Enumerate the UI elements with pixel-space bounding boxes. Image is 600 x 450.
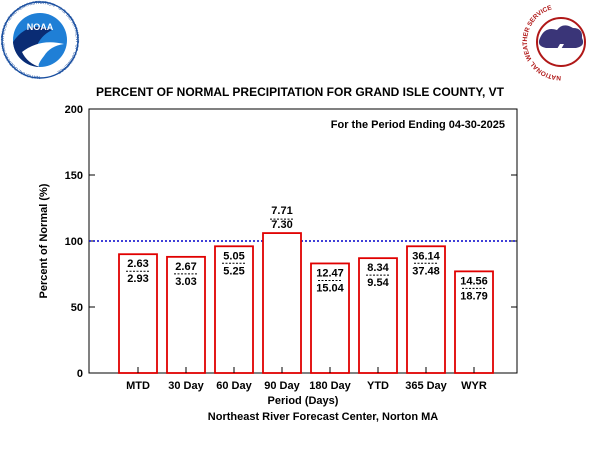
observed-label: 8.34 xyxy=(367,262,389,274)
bar xyxy=(310,262,350,374)
footer-credit: Northeast River Forecast Center, Norton … xyxy=(208,411,438,423)
x-tick-label: 30 Day xyxy=(168,380,204,392)
observed-label: 2.63 xyxy=(127,258,148,270)
nws-logo: NATIONAL WEATHER SERVICE xyxy=(522,4,599,81)
bar xyxy=(118,253,158,374)
x-tick-label: MTD xyxy=(126,380,150,392)
observed-label: 2.67 xyxy=(175,261,196,273)
y-tick-label: 50 xyxy=(71,302,83,314)
y-tick-label: 200 xyxy=(65,104,83,116)
chart-title: PERCENT OF NORMAL PRECIPITATION FOR GRAN… xyxy=(96,85,505,99)
normal-label: 9.54 xyxy=(367,277,389,289)
x-axis-label: Period (Days) xyxy=(268,395,339,407)
observed-label: 7.71 xyxy=(271,205,292,217)
chart-subtitle: For the Period Ending 04-30-2025 xyxy=(331,119,505,131)
x-tick-label: WYR xyxy=(461,380,487,392)
x-tick-label: 90 Day xyxy=(264,380,300,392)
observed-label: 5.05 xyxy=(223,250,244,262)
observed-label: 14.56 xyxy=(460,275,488,287)
y-axis-label: Percent of Normal (%) xyxy=(38,183,50,298)
x-tick-label: 180 Day xyxy=(309,380,351,392)
bar xyxy=(166,255,206,374)
bar xyxy=(262,232,302,374)
normal-label: 5.25 xyxy=(223,265,244,277)
normal-label: 2.93 xyxy=(127,273,148,285)
bar xyxy=(406,245,446,374)
y-tick-label: 0 xyxy=(77,368,83,380)
svg-text:NOAA: NOAA xyxy=(27,22,54,32)
x-tick-label: 60 Day xyxy=(216,380,252,392)
noaa-logo: NATIONAL OCEANIC AND ATMOSPHERIC ADMINIS… xyxy=(0,0,80,80)
y-tick-label: 150 xyxy=(65,170,83,182)
y-tick-label: 100 xyxy=(65,236,83,248)
x-axis: MTD 30 Day 60 Day 90 Day 180 Day YTD 365 Day WY… xyxy=(126,367,487,392)
normal-label: 15.04 xyxy=(316,282,344,294)
bar xyxy=(214,245,254,374)
x-tick-label: YTD xyxy=(367,380,389,392)
normal-label: 37.48 xyxy=(412,265,440,277)
bars: 2.63 2.93 2.67 3.03 5.05 5.25 7.71 7.30 12.47 15.… xyxy=(118,205,494,374)
normal-label: 7.30 xyxy=(271,219,292,231)
observed-label: 36.14 xyxy=(412,250,440,262)
normal-label: 3.03 xyxy=(175,276,196,288)
x-tick-label: 365 Day xyxy=(405,380,447,392)
normal-label: 18.79 xyxy=(460,290,488,302)
observed-label: 12.47 xyxy=(316,267,344,279)
